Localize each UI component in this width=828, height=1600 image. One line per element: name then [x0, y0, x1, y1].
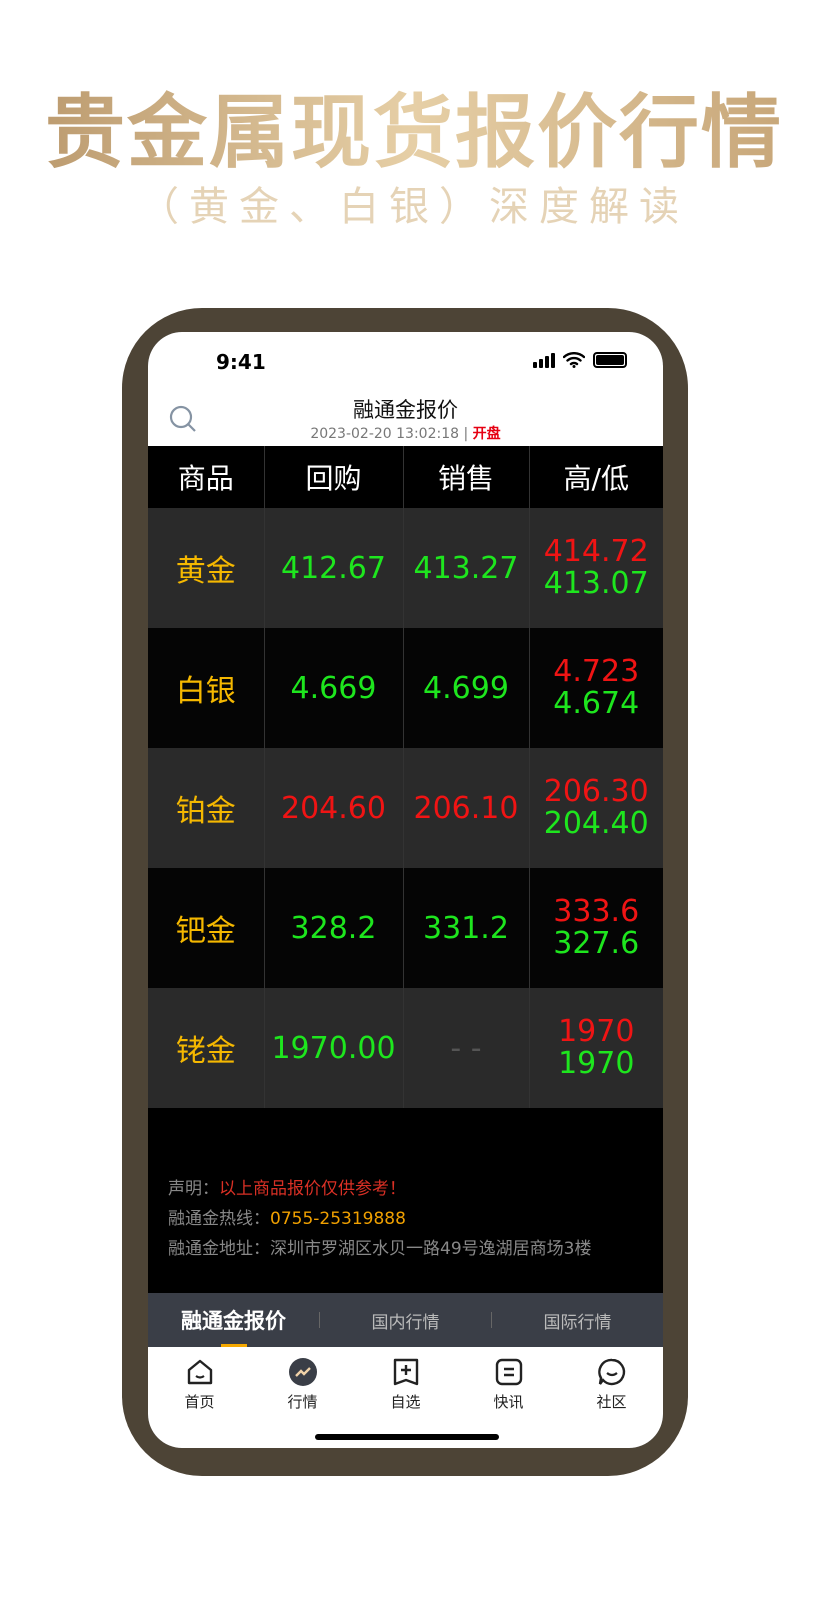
high-price: 206.30 [543, 774, 649, 809]
app-header: 9:41 融通金报价 2023-02-20 13:02:18 | 开盘 [148, 332, 663, 446]
table-row[interactable]: 钯金 328.2 331.2 333.6 327.6 [148, 868, 663, 988]
hotline[interactable]: 0755-25319888 [270, 1209, 406, 1229]
disclaimer-label: 声明： [168, 1179, 219, 1199]
quote-tabs: 融通金报价 国内行情 国际行情 [148, 1293, 663, 1347]
news-icon [495, 1358, 522, 1386]
home-icon [187, 1359, 212, 1385]
buyback-price: 4.669 [264, 628, 404, 748]
commodity-name: 白银 [148, 628, 265, 748]
buyback-price: 328.2 [264, 868, 404, 988]
sell-price: 4.699 [403, 628, 530, 748]
divider [491, 1312, 492, 1328]
high-low: 4.723 4.674 [529, 628, 663, 748]
col-header: 销售 [403, 446, 530, 508]
nav-watchlist[interactable]: 自选 [354, 1347, 457, 1448]
table-row[interactable]: 黄金 412.67 413.27 414.72 413.07 [148, 508, 663, 628]
low-price: 327.6 [553, 926, 640, 961]
high-price: 333.6 [553, 894, 640, 929]
status-time: 9:41 [216, 350, 266, 374]
sell-price: 206.10 [403, 748, 530, 868]
high-price: 1970 [558, 1014, 635, 1049]
high-low: 333.6 327.6 [529, 868, 663, 988]
promo-subtitle: （黄金、白银）深度解读 [139, 184, 689, 230]
quote-timestamp: 2023-02-20 13:02:18 | 开盘 [148, 423, 663, 443]
divider [319, 1312, 320, 1328]
disclaimer: 以上商品报价仅供参考！ [219, 1179, 406, 1199]
phone-screen: 9:41 融通金报价 2023-02-20 13:02:18 | 开盘 商品 回… [148, 332, 663, 1448]
commodity-name: 铑金 [148, 988, 265, 1108]
date-time: 2023-02-20 13:02:18 [310, 426, 460, 442]
col-header: 商品 [148, 446, 265, 508]
nav-community[interactable]: 社区 [560, 1347, 663, 1448]
high-low: 414.72 413.07 [529, 508, 663, 628]
low-price: 4.674 [553, 686, 640, 721]
nav-label: 快讯 [493, 1393, 524, 1411]
hotline-label: 融通金热线： [168, 1209, 270, 1229]
commodity-name: 钯金 [148, 868, 265, 988]
tab-rtj-quote[interactable]: 融通金报价 [148, 1305, 319, 1347]
low-price: 413.07 [543, 566, 649, 601]
chat-icon [597, 1358, 625, 1386]
high-low: 206.30 204.40 [529, 748, 663, 868]
high-low: 1970 1970 [529, 988, 663, 1108]
buyback-price: 204.60 [264, 748, 404, 868]
address-label: 融通金地址： [168, 1239, 270, 1259]
tab-domestic[interactable]: 国内行情 [371, 1312, 440, 1333]
nav-news[interactable]: 快讯 [457, 1347, 560, 1448]
table-row[interactable]: 铑金 1970.00 - - 1970 1970 [148, 988, 663, 1108]
buyback-price: 1970.00 [264, 988, 404, 1108]
high-price: 4.723 [553, 654, 640, 689]
nav-label: 社区 [596, 1393, 627, 1411]
col-header: 高/低 [563, 462, 629, 495]
nav-label: 首页 [184, 1393, 215, 1411]
separator: | [463, 426, 469, 442]
commodity-name: 铂金 [148, 748, 265, 868]
commodity-name: 黄金 [148, 508, 265, 628]
bottom-nav: 首页 行情 自选 快讯 社区 [148, 1347, 663, 1448]
quote-table: 商品 回购 销售 高/低 黄金 412.67 413.27 414.72 413.… [148, 446, 663, 1108]
nav-label: 自选 [390, 1393, 421, 1411]
signal-icon [533, 352, 555, 368]
low-price: 1970 [558, 1046, 635, 1081]
nav-label: 行情 [287, 1393, 318, 1411]
watchlist-add-icon [393, 1358, 418, 1386]
table-row[interactable]: 铂金 204.60 206.10 206.30 204.40 [148, 748, 663, 868]
address: 深圳市罗湖区水贝一路49号逸湖居商场3楼 [270, 1239, 592, 1259]
table-row[interactable]: 白银 4.669 4.699 4.723 4.674 [148, 628, 663, 748]
nav-market[interactable]: 行情 [251, 1347, 354, 1448]
wifi-icon [563, 352, 585, 368]
tab-international[interactable]: 国际行情 [543, 1312, 612, 1333]
promo-title: 贵金属现货报价行情 [0, 68, 828, 184]
col-header: 回购 [264, 446, 404, 508]
market-icon [288, 1358, 317, 1386]
page-title: 融通金报价 [353, 398, 458, 422]
sell-price: 413.27 [403, 508, 530, 628]
battery-icon [593, 352, 627, 368]
info-block: 声明：以上商品报价仅供参考！ 融通金热线：0755-25319888 融通金地址… [168, 1174, 591, 1264]
search-icon[interactable] [168, 404, 198, 434]
home-indicator[interactable] [315, 1434, 499, 1440]
sell-price: 331.2 [403, 868, 530, 988]
sell-price: - - [403, 988, 530, 1108]
low-price: 204.40 [543, 806, 649, 841]
market-status: 开盘 [472, 426, 501, 442]
nav-home[interactable]: 首页 [148, 1347, 251, 1448]
buyback-price: 412.67 [264, 508, 404, 628]
high-price: 414.72 [543, 534, 649, 569]
